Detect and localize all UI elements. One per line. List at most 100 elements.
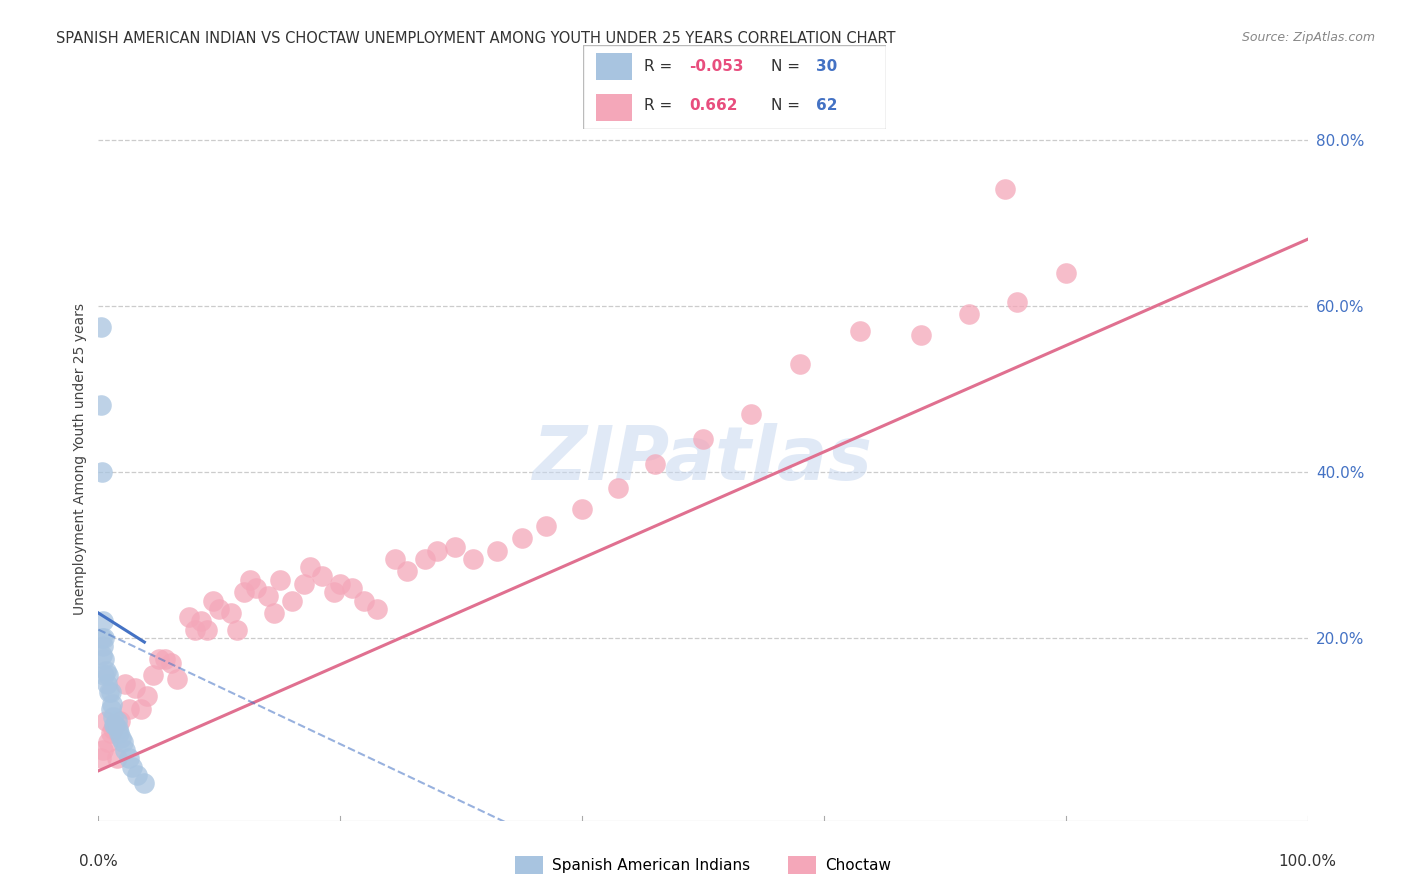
Point [353,593,375,607]
Point [239,573,262,587]
Point [1007,294,1029,309]
FancyBboxPatch shape [596,54,631,80]
Point [190,615,212,629]
Point [849,324,872,338]
Point [108,714,131,728]
Point [342,581,364,595]
Point [281,593,304,607]
Point [129,701,152,715]
Point [96,676,118,690]
Point [292,577,315,591]
Point [100,685,122,699]
Point [100,701,122,715]
Text: 30: 30 [817,59,838,74]
Y-axis label: Unemployment Among Youth under 25 years: Unemployment Among Youth under 25 years [73,303,87,615]
Point [299,560,322,574]
Point [118,751,141,765]
Text: N =: N = [770,59,804,74]
Point [444,540,467,554]
Point [100,698,122,712]
Point [93,631,115,645]
Point [571,502,593,516]
Point [184,623,207,637]
Point [208,602,231,616]
Point [93,668,115,682]
Point [91,465,114,479]
Point [91,631,114,645]
FancyBboxPatch shape [596,94,631,120]
Point [607,482,630,496]
Point [202,593,225,607]
Point [413,552,436,566]
Point [366,602,388,616]
Point [118,701,141,715]
Text: N =: N = [770,98,804,113]
Point [98,685,121,699]
Point [644,457,666,471]
Point [957,307,980,321]
Point [105,751,128,765]
Point [108,726,131,740]
Point [160,656,183,670]
Point [93,651,115,665]
Point [256,590,278,604]
Point [111,735,134,749]
Point [153,651,176,665]
FancyBboxPatch shape [583,45,886,129]
Point [91,648,114,662]
Point [142,668,165,682]
Text: R =: R = [644,98,682,113]
Point [127,768,149,782]
Point [148,651,170,665]
Point [110,731,132,745]
Point [114,743,136,757]
Point [395,565,418,579]
Point [245,581,267,595]
Point [426,543,449,558]
Point [384,552,406,566]
Point [91,615,114,629]
Point [263,606,285,620]
Point [486,543,509,558]
Point [90,398,112,412]
Point [97,668,120,682]
Point [90,319,112,334]
Point [124,681,146,695]
Point [114,676,136,690]
Point [463,552,485,566]
Point [510,531,533,545]
Point [221,606,243,620]
Point [789,357,811,371]
Text: 0.0%: 0.0% [79,854,118,869]
Point [90,751,112,765]
Point [121,759,143,773]
Point [179,610,201,624]
Point [195,623,218,637]
Point [269,573,291,587]
Text: 100.0%: 100.0% [1278,854,1337,869]
Point [101,710,124,724]
Point [103,718,125,732]
Point [91,743,114,757]
Point [94,714,117,728]
Point [135,689,157,703]
Text: ZIPatlas: ZIPatlas [533,423,873,496]
Point [97,735,120,749]
Point [94,664,117,678]
Point [101,723,124,737]
Point [166,673,188,687]
Text: R =: R = [644,59,678,74]
Point [692,432,714,446]
Text: 62: 62 [817,98,838,113]
Point [226,623,249,637]
Text: -0.053: -0.053 [689,59,744,74]
Point [104,718,127,732]
Point [311,568,333,582]
Point [107,723,129,737]
Point [910,327,932,342]
Point [105,714,128,728]
Point [232,585,254,599]
Text: SPANISH AMERICAN INDIAN VS CHOCTAW UNEMPLOYMENT AMONG YOUTH UNDER 25 YEARS CORRE: SPANISH AMERICAN INDIAN VS CHOCTAW UNEMP… [56,31,896,46]
Text: 0.662: 0.662 [689,98,738,113]
Point [134,776,156,790]
